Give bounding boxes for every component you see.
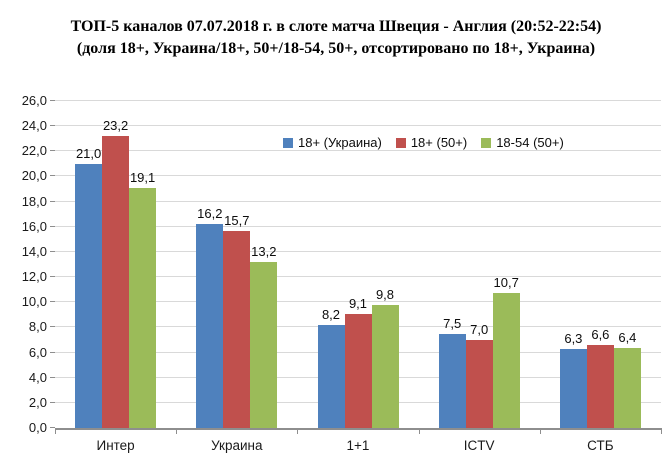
- bar-value-label: 6,3: [564, 330, 583, 346]
- legend-label: 18-54 (50+): [496, 135, 564, 150]
- x-axis-category-label: Интер: [96, 438, 135, 453]
- bar-value-label: 9,1: [348, 295, 368, 311]
- y-axis-tick: [50, 276, 55, 278]
- legend-item: 18+ (50+): [395, 135, 468, 150]
- gridline: [55, 250, 661, 252]
- chart-title: ТОП-5 каналов 07.07.2018 г. в слоте матч…: [0, 16, 672, 60]
- bar-18+ (50+)-Украина: [223, 230, 251, 428]
- gridline: [55, 200, 661, 202]
- bar-value-label: 7,0: [470, 321, 489, 337]
- bar-18+ (50+)-СТБ: [586, 344, 614, 428]
- y-axis-tick-label: 4,0: [28, 369, 47, 385]
- bar-value-label: 15,7: [224, 212, 250, 228]
- y-axis-tick-label: 2,0: [28, 394, 47, 410]
- bar-18+ (Украина)-СТБ: [559, 348, 587, 428]
- gridline: [55, 125, 661, 127]
- y-axis-tick-label: 8,0: [28, 319, 47, 335]
- bar-18+ (50+)-Интер: [102, 136, 130, 428]
- gridline: [55, 150, 661, 152]
- y-axis-tick: [50, 250, 55, 252]
- y-axis-tick: [50, 125, 55, 127]
- bar-value-label: 13,2: [251, 243, 277, 259]
- x-axis-tick: [297, 428, 299, 434]
- legend-swatch-icon: [283, 137, 293, 148]
- y-axis-tick: [50, 100, 55, 101]
- y-axis-tick: [50, 175, 55, 177]
- bar-18+ (Украина)-1+1: [317, 324, 345, 428]
- x-axis-tick: [661, 428, 662, 434]
- bar-18-54 (50+)-1+1: [371, 304, 399, 428]
- x-axis-category-label: ICTV: [463, 438, 495, 453]
- y-axis-tick-label: 12,0: [21, 269, 47, 285]
- x-axis-line: [55, 428, 662, 430]
- y-axis-tick: [50, 301, 55, 303]
- y-axis-tick-label: 10,0: [21, 294, 47, 310]
- legend-label: 18+ (Украина): [298, 135, 382, 150]
- bar-18+ (Украина)-ICTV: [438, 333, 466, 428]
- y-axis-tick-label: 14,0: [21, 243, 47, 259]
- legend-item: 18-54 (50+): [481, 135, 564, 150]
- y-axis-tick: [50, 401, 55, 403]
- bar-value-label: 7,5: [443, 315, 462, 331]
- y-axis-tick: [50, 200, 55, 202]
- bar-18-54 (50+)-Интер: [129, 187, 157, 428]
- bar-value-label: 21,0: [75, 145, 102, 161]
- legend-label: 18+ (50+): [410, 135, 468, 150]
- bar-18+ (50+)-1+1: [344, 313, 372, 428]
- bar-value-label: 9,8: [375, 286, 395, 302]
- x-axis-tick: [176, 428, 178, 434]
- gridline: [55, 225, 661, 227]
- y-axis-tick: [50, 326, 55, 328]
- y-axis-tick: [50, 376, 55, 378]
- chart-title-line1: ТОП-5 каналов 07.07.2018 г. в слоте матч…: [70, 18, 602, 35]
- gridline: [55, 100, 661, 101]
- x-axis-category-label: 1+1: [346, 438, 370, 453]
- bar-value-label: 6,4: [618, 329, 637, 345]
- bar-18-54 (50+)-Украина: [250, 261, 278, 428]
- y-axis-tick: [50, 427, 55, 428]
- bar-value-label: 19,1: [129, 169, 156, 185]
- legend-swatch-icon: [481, 137, 492, 148]
- y-axis-tick-label: 24,0: [21, 118, 47, 134]
- y-axis-tick-label: 0,0: [28, 420, 47, 435]
- y-axis-tick-label: 6,0: [28, 344, 47, 360]
- legend-swatch-icon: [395, 137, 406, 148]
- bar-value-label: 10,7: [493, 275, 519, 291]
- y-axis-tick: [50, 351, 55, 353]
- bar-value-label: 16,2: [197, 206, 223, 222]
- x-axis-tick: [418, 428, 420, 434]
- legend: 18+ (Украина) 18+ (50+) 18-54 (50+): [283, 135, 564, 150]
- x-axis-category-label: СТБ: [587, 438, 614, 453]
- bar-value-label: 6,6: [591, 326, 610, 342]
- gridline: [55, 301, 661, 303]
- y-axis-tick-label: 16,0: [21, 218, 47, 234]
- x-axis-tick: [55, 428, 56, 434]
- x-axis-tick: [539, 428, 541, 434]
- y-axis-tick-label: 22,0: [21, 143, 47, 159]
- bar-18+ (Украина)-Интер: [75, 163, 103, 428]
- y-axis-tick-label: 20,0: [21, 168, 47, 184]
- gridline: [55, 276, 661, 278]
- gridline: [55, 175, 661, 177]
- y-axis-tick-label: 26,0: [21, 93, 47, 108]
- bar-18+ (50+)-ICTV: [465, 339, 493, 428]
- bar-18-54 (50+)-ICTV: [492, 293, 520, 428]
- y-axis-tick-label: 18,0: [21, 193, 47, 209]
- bar-value-label: 23,2: [102, 118, 129, 134]
- y-axis-tick: [50, 225, 55, 227]
- bar-18-54 (50+)-СТБ: [613, 347, 641, 428]
- x-axis-category-label: Украина: [211, 438, 263, 453]
- y-axis-tick: [50, 150, 55, 152]
- chart-title-line2: (доля 18+, Украина/18+, 50+/18-54, 50+, …: [76, 40, 596, 57]
- bar-value-label: 8,2: [321, 306, 341, 322]
- bar-18+ (Украина)-Украина: [196, 224, 224, 428]
- legend-item: 18+ (Украина): [283, 135, 382, 150]
